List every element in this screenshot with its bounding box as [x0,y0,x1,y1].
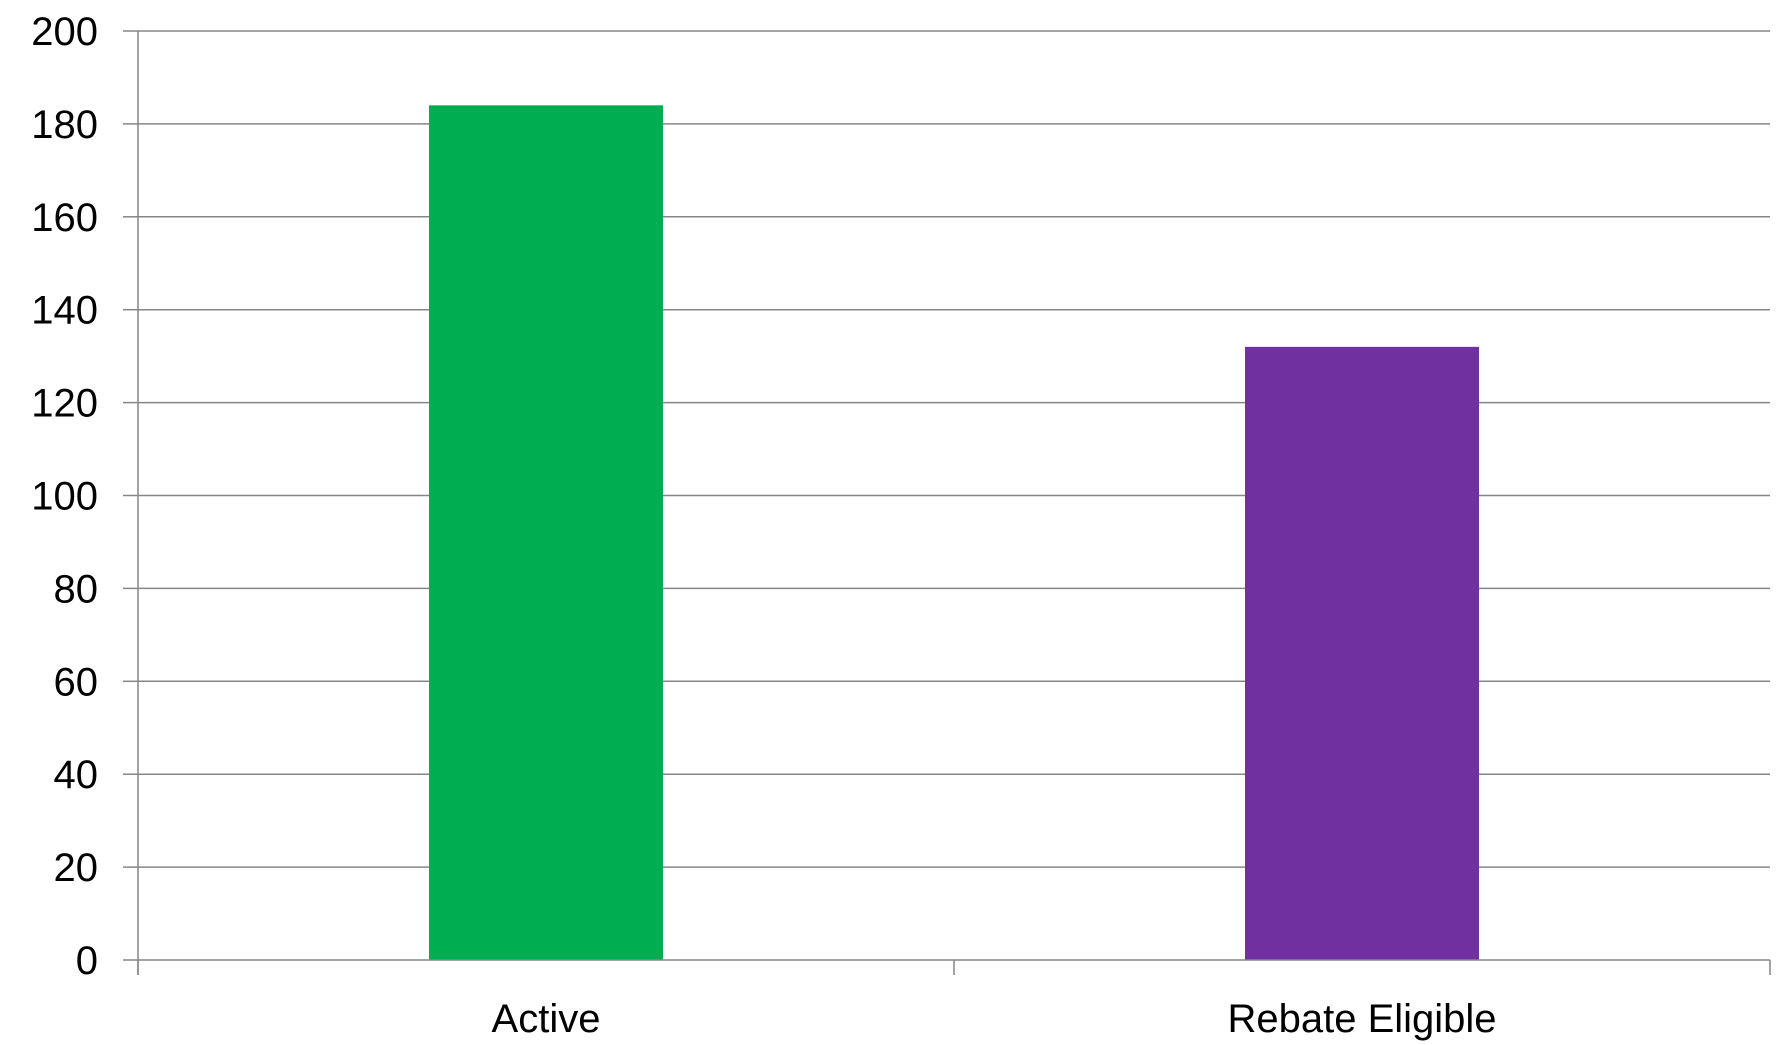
y-tick-label: 0 [76,939,98,983]
y-tick-label: 180 [31,103,98,147]
y-tick-label: 100 [31,475,98,519]
y-tick-label: 20 [54,846,99,890]
y-tick-label: 160 [31,196,98,240]
bars [429,105,1479,960]
y-tick-label: 60 [54,660,99,704]
x-tick-label: Active [492,997,601,1041]
y-tick-label: 120 [31,382,98,426]
gridlines [138,30,1770,868]
bar-active [429,105,663,960]
y-tick-labels: 0 20 40 60 80 100 120 140 160 180 200 [31,10,98,983]
axes [123,30,1771,975]
y-tick-label: 40 [54,753,99,797]
x-tick-label: Rebate Eligible [1227,997,1496,1041]
x-tick-labels: Active Rebate Eligible [492,997,1497,1041]
y-tick-label: 200 [31,10,98,54]
y-tick-label: 140 [31,289,98,333]
bar-rebate-eligible [1245,346,1479,960]
y-tick-label: 80 [54,567,99,611]
